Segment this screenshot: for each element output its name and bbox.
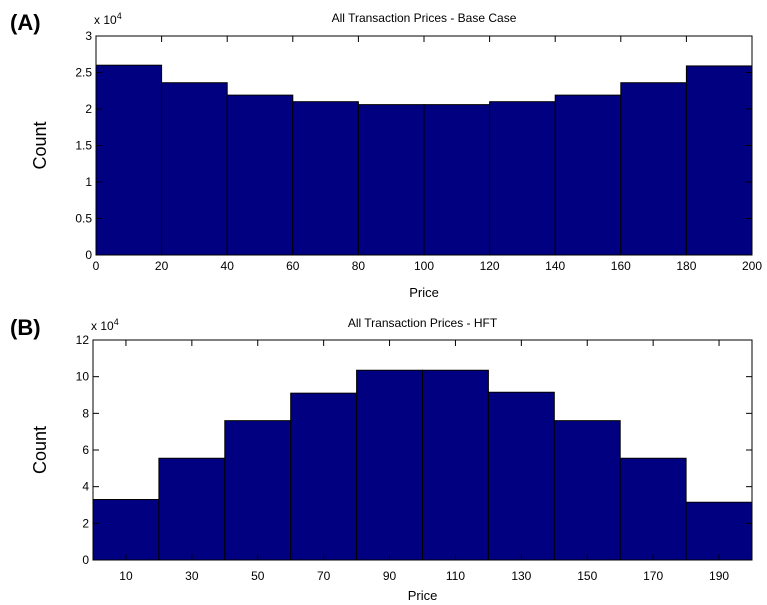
- x-axis-label: Price: [409, 285, 439, 300]
- x-tick-label: 200: [742, 259, 762, 273]
- x-tick-label: 110: [446, 569, 465, 583]
- histogram-bar: [224, 420, 292, 561]
- y-axis-multiplier: x 104: [94, 11, 122, 27]
- x-tick-label: 180: [676, 259, 696, 273]
- y-axis-multiplier: x 104: [91, 317, 119, 333]
- histogram-bar: [226, 94, 294, 256]
- histogram-bar: [489, 101, 556, 256]
- histogram-bar: [356, 369, 424, 561]
- y-tick-label: 2.5: [75, 66, 92, 80]
- histogram-bar: [685, 501, 753, 561]
- x-tick-label: 150: [577, 569, 597, 583]
- histogram-bar: [619, 457, 687, 561]
- histogram-bar: [158, 457, 226, 561]
- histogram-bar: [554, 94, 622, 256]
- histogram-bar: [422, 369, 489, 561]
- y-axis-label: Count: [30, 426, 50, 474]
- x-tick-label: 130: [511, 569, 531, 583]
- panel-label: (B): [10, 315, 41, 340]
- chart-panel-a: 0 0.5 1 1.5 2 2.5 3 0 20 40 60 80 100 120 140 160 180 200…: [10, 10, 762, 300]
- x-tick-label: 20: [155, 259, 169, 273]
- x-tick-label: 10: [119, 569, 133, 583]
- y-tick-label: 0.5: [75, 212, 92, 226]
- y-axis-label: Count: [30, 121, 50, 169]
- histogram-bar: [357, 104, 425, 256]
- x-tick-label: 90: [383, 569, 397, 583]
- y-tick-label: 12: [76, 333, 90, 347]
- x-tick-label: 190: [709, 569, 729, 583]
- x-tick-label: 100: [414, 259, 434, 273]
- x-tick-label: 50: [251, 569, 265, 583]
- x-axis-label: Price: [408, 588, 438, 603]
- y-tick-label: 8: [82, 406, 89, 420]
- x-tick-label: 60: [286, 259, 300, 273]
- histogram-bar: [290, 392, 358, 561]
- y-tick-label: 1: [85, 175, 92, 189]
- y-tick-label: 2: [85, 102, 92, 116]
- y-tick-label: 1.5: [75, 139, 92, 153]
- x-tick-label: 120: [480, 259, 500, 273]
- y-tick-label: 0: [85, 248, 92, 262]
- histogram-bar: [487, 391, 555, 561]
- histogram-bar: [92, 499, 160, 561]
- x-tick-label: 70: [317, 569, 331, 583]
- chart-title: All Transaction Prices - HFT: [348, 316, 498, 330]
- x-tick-label: 30: [185, 569, 199, 583]
- x-tick-label: 140: [545, 259, 565, 273]
- x-tick-label: 80: [352, 259, 366, 273]
- histogram-bar: [292, 101, 359, 256]
- y-tick-label: 4: [82, 480, 89, 494]
- chart-title: All Transaction Prices - Base Case: [332, 11, 517, 25]
- x-tick-label: 170: [643, 569, 663, 583]
- histogram-bar: [95, 64, 163, 256]
- histogram-bar: [620, 82, 687, 256]
- x-tick-label: 160: [611, 259, 631, 273]
- histogram-bar: [553, 420, 621, 561]
- chart-panel-b: 0 2 4 6 8 10 12 10 30 50 70 90 110 130 150 170 190 (B) All…: [10, 315, 753, 603]
- x-tick-label: 0: [93, 259, 100, 273]
- histogram-bar: [685, 65, 753, 256]
- y-tick-label: 2: [82, 516, 89, 530]
- y-tick-label: 6: [82, 443, 89, 457]
- histogram-bar: [423, 104, 491, 256]
- y-tick-label: 3: [85, 29, 92, 43]
- panel-label: (A): [10, 10, 41, 35]
- y-tick-label: 10: [76, 370, 90, 384]
- x-tick-label: 40: [221, 259, 235, 273]
- y-tick-label: 0: [82, 553, 89, 567]
- histogram-bar: [161, 82, 228, 256]
